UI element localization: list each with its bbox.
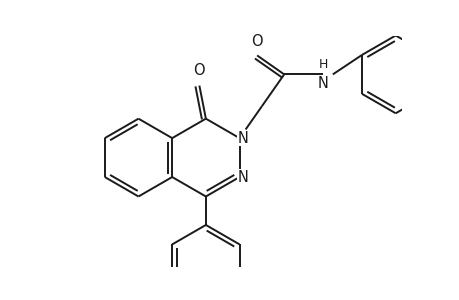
Text: O: O xyxy=(193,63,205,78)
Text: N: N xyxy=(317,76,328,91)
Text: O: O xyxy=(251,34,263,49)
Text: N: N xyxy=(237,169,248,184)
Text: H: H xyxy=(318,58,327,71)
Text: N: N xyxy=(237,130,248,146)
